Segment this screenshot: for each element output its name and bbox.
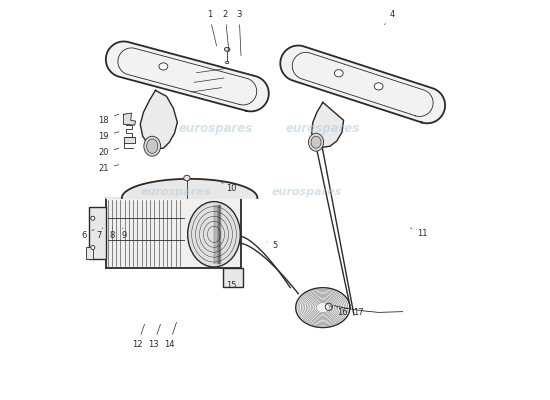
Polygon shape <box>86 247 93 259</box>
Ellipse shape <box>144 136 161 156</box>
Ellipse shape <box>311 136 321 148</box>
Polygon shape <box>140 90 177 149</box>
Text: eurospares: eurospares <box>140 187 211 197</box>
Ellipse shape <box>147 139 158 153</box>
Ellipse shape <box>91 246 95 250</box>
Text: 1: 1 <box>207 10 217 46</box>
Ellipse shape <box>184 175 190 181</box>
Text: 9: 9 <box>122 228 127 240</box>
Polygon shape <box>296 288 350 328</box>
Ellipse shape <box>188 202 240 267</box>
Ellipse shape <box>334 70 343 77</box>
Polygon shape <box>106 179 257 198</box>
Ellipse shape <box>224 47 230 51</box>
Text: 14: 14 <box>164 322 177 349</box>
Text: eurospares: eurospares <box>178 122 252 135</box>
Text: 21: 21 <box>98 164 119 173</box>
Text: 10: 10 <box>221 182 236 193</box>
Text: 2: 2 <box>223 10 229 52</box>
Polygon shape <box>106 42 269 111</box>
Text: 11: 11 <box>410 228 428 238</box>
Text: 18: 18 <box>98 114 119 125</box>
Polygon shape <box>106 198 241 268</box>
Ellipse shape <box>91 216 95 220</box>
Text: 7: 7 <box>96 228 103 240</box>
Ellipse shape <box>159 63 168 70</box>
Text: 3: 3 <box>236 10 242 56</box>
Text: eurospares: eurospares <box>272 187 342 197</box>
Text: 20: 20 <box>98 148 119 158</box>
Text: eurospares: eurospares <box>285 122 360 135</box>
Polygon shape <box>223 268 243 287</box>
Ellipse shape <box>374 83 383 90</box>
Text: 8: 8 <box>109 228 114 240</box>
Text: 5: 5 <box>267 241 278 250</box>
Text: 13: 13 <box>148 324 161 349</box>
Polygon shape <box>312 102 344 147</box>
Polygon shape <box>124 113 135 125</box>
Polygon shape <box>280 46 445 123</box>
Ellipse shape <box>226 61 229 64</box>
Text: 16: 16 <box>330 306 348 317</box>
Text: 12: 12 <box>132 324 145 349</box>
Polygon shape <box>124 137 135 143</box>
Ellipse shape <box>309 133 323 151</box>
Polygon shape <box>89 207 106 259</box>
Text: 15: 15 <box>223 276 236 290</box>
Text: 4: 4 <box>384 10 395 25</box>
Text: 19: 19 <box>98 132 119 141</box>
Text: 17: 17 <box>346 308 364 317</box>
Text: 6: 6 <box>82 230 94 240</box>
